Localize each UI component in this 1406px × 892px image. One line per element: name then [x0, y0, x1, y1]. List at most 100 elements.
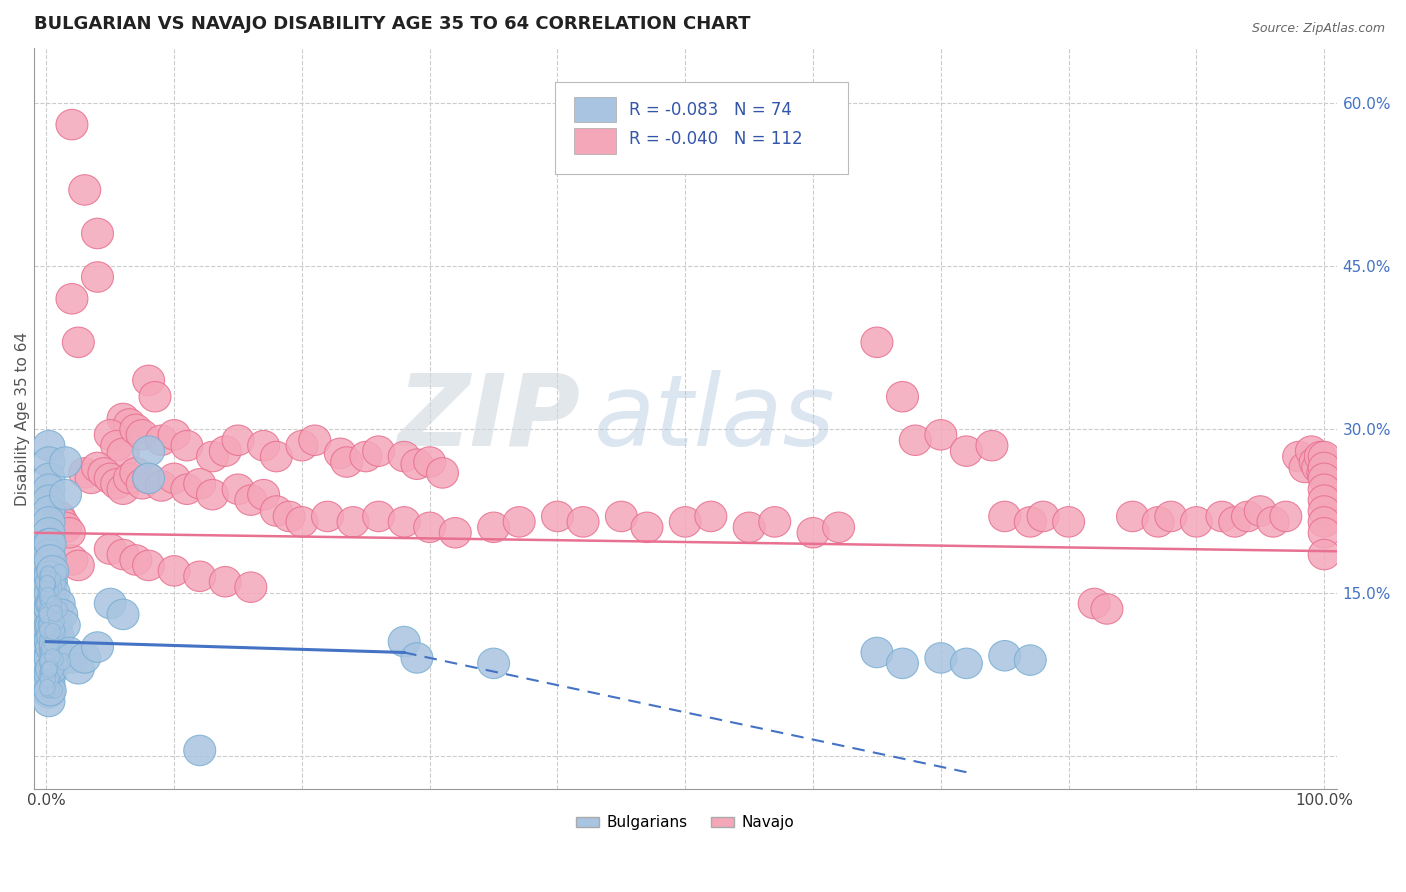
- Ellipse shape: [330, 447, 363, 477]
- Ellipse shape: [39, 632, 55, 648]
- Ellipse shape: [184, 735, 215, 765]
- Ellipse shape: [48, 656, 63, 672]
- Ellipse shape: [900, 425, 931, 456]
- Ellipse shape: [34, 528, 66, 559]
- Ellipse shape: [887, 648, 918, 679]
- Ellipse shape: [127, 468, 159, 499]
- Ellipse shape: [82, 261, 114, 293]
- Ellipse shape: [32, 485, 65, 516]
- Ellipse shape: [32, 605, 65, 635]
- Ellipse shape: [285, 507, 318, 537]
- Ellipse shape: [94, 463, 127, 493]
- Ellipse shape: [285, 431, 318, 461]
- Ellipse shape: [32, 496, 65, 526]
- Ellipse shape: [41, 654, 56, 670]
- Ellipse shape: [49, 447, 82, 477]
- Ellipse shape: [797, 517, 830, 548]
- Ellipse shape: [350, 442, 382, 472]
- Ellipse shape: [32, 572, 65, 602]
- Ellipse shape: [39, 665, 55, 681]
- Ellipse shape: [32, 615, 65, 646]
- Ellipse shape: [56, 284, 89, 314]
- Ellipse shape: [1014, 507, 1046, 537]
- Ellipse shape: [46, 681, 62, 698]
- Ellipse shape: [44, 642, 59, 658]
- Ellipse shape: [45, 654, 60, 670]
- Ellipse shape: [132, 365, 165, 396]
- Ellipse shape: [120, 458, 152, 488]
- Ellipse shape: [42, 661, 58, 678]
- Ellipse shape: [42, 623, 56, 639]
- Ellipse shape: [39, 599, 55, 616]
- Ellipse shape: [32, 678, 65, 708]
- Text: BULGARIAN VS NAVAJO DISABILITY AGE 35 TO 64 CORRELATION CHART: BULGARIAN VS NAVAJO DISABILITY AGE 35 TO…: [34, 15, 751, 33]
- Ellipse shape: [39, 607, 55, 624]
- Ellipse shape: [120, 545, 152, 575]
- Ellipse shape: [247, 479, 280, 510]
- Ellipse shape: [197, 479, 228, 510]
- Ellipse shape: [39, 569, 55, 586]
- Ellipse shape: [222, 474, 254, 505]
- Ellipse shape: [39, 612, 55, 628]
- Ellipse shape: [94, 588, 127, 619]
- Ellipse shape: [41, 610, 55, 626]
- Ellipse shape: [39, 669, 55, 685]
- Ellipse shape: [42, 673, 58, 689]
- Ellipse shape: [145, 425, 177, 456]
- Ellipse shape: [48, 605, 63, 622]
- Ellipse shape: [45, 681, 60, 697]
- Ellipse shape: [69, 643, 101, 673]
- Ellipse shape: [41, 644, 55, 660]
- Ellipse shape: [42, 615, 58, 631]
- Ellipse shape: [39, 632, 72, 662]
- Ellipse shape: [1142, 507, 1174, 537]
- Ellipse shape: [32, 643, 65, 673]
- Ellipse shape: [1091, 594, 1123, 624]
- Ellipse shape: [606, 501, 637, 532]
- Ellipse shape: [39, 623, 55, 639]
- Ellipse shape: [337, 507, 368, 537]
- Ellipse shape: [39, 680, 55, 696]
- Ellipse shape: [950, 436, 983, 467]
- Ellipse shape: [39, 587, 55, 604]
- Ellipse shape: [44, 501, 75, 532]
- Ellipse shape: [42, 676, 58, 692]
- Ellipse shape: [184, 561, 215, 591]
- Ellipse shape: [39, 616, 55, 633]
- Ellipse shape: [45, 616, 60, 632]
- Ellipse shape: [132, 463, 165, 493]
- Ellipse shape: [1232, 501, 1264, 532]
- Ellipse shape: [42, 621, 75, 651]
- Text: atlas: atlas: [595, 370, 835, 467]
- Ellipse shape: [39, 619, 55, 635]
- Ellipse shape: [439, 517, 471, 548]
- Ellipse shape: [197, 442, 228, 472]
- Ellipse shape: [39, 574, 55, 591]
- Ellipse shape: [41, 647, 56, 663]
- Ellipse shape: [34, 643, 66, 673]
- Ellipse shape: [32, 540, 65, 570]
- Ellipse shape: [45, 597, 59, 614]
- Ellipse shape: [41, 639, 56, 656]
- Ellipse shape: [1308, 507, 1340, 537]
- Ellipse shape: [159, 419, 190, 450]
- Legend: Bulgarians, Navajo: Bulgarians, Navajo: [571, 809, 800, 837]
- Ellipse shape: [35, 588, 67, 619]
- Ellipse shape: [1289, 452, 1322, 483]
- Ellipse shape: [145, 471, 177, 501]
- Ellipse shape: [35, 566, 67, 597]
- Ellipse shape: [41, 607, 56, 623]
- Ellipse shape: [42, 599, 56, 615]
- Ellipse shape: [45, 607, 60, 623]
- Ellipse shape: [42, 603, 58, 620]
- Ellipse shape: [35, 610, 67, 640]
- Ellipse shape: [39, 609, 55, 626]
- Ellipse shape: [39, 652, 55, 669]
- Ellipse shape: [172, 431, 202, 461]
- Ellipse shape: [46, 599, 77, 630]
- Ellipse shape: [41, 663, 56, 680]
- Ellipse shape: [39, 575, 55, 592]
- Ellipse shape: [51, 624, 66, 640]
- Ellipse shape: [41, 577, 56, 594]
- Ellipse shape: [363, 436, 395, 467]
